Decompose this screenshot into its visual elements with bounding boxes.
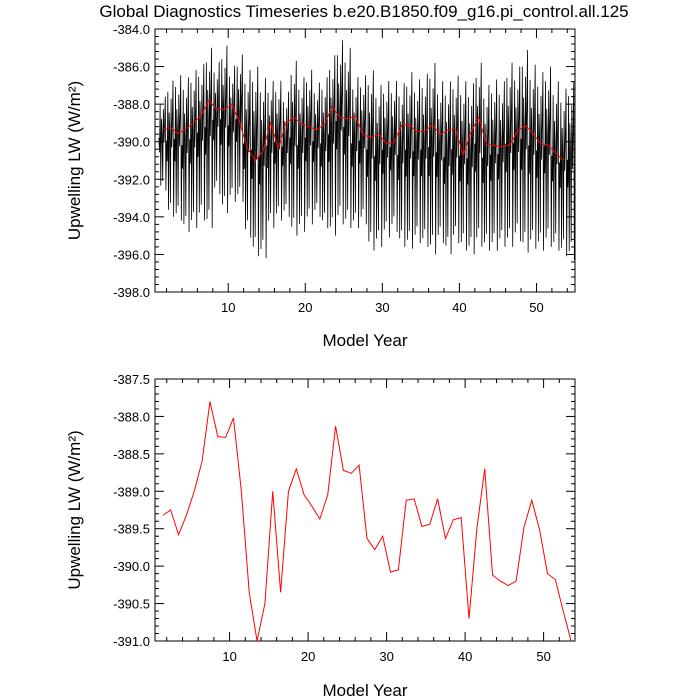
x-tick-label: 40 — [458, 649, 472, 664]
plot-frame — [154, 378, 576, 642]
x-tick-label: 50 — [536, 649, 550, 664]
y-tick-label: -396.0 — [113, 247, 150, 262]
x-tick-label: 30 — [375, 300, 389, 315]
y-tick-label: -390.0 — [113, 559, 150, 574]
y-tick-label: -388.5 — [113, 447, 150, 462]
y-tick-label: -384.0 — [113, 22, 150, 37]
x-axis-label: Model Year — [322, 331, 407, 350]
y-tick-label: -388.0 — [113, 97, 150, 112]
y-tick-label: -394.0 — [113, 210, 150, 225]
x-tick-label: 20 — [301, 649, 315, 664]
y-tick-label: -389.0 — [113, 484, 150, 499]
y-tick-label: -387.5 — [113, 372, 150, 387]
y-tick-label: -386.0 — [113, 60, 150, 75]
x-tick-label: 30 — [379, 649, 393, 664]
x-tick-label: 40 — [452, 300, 466, 315]
y-tick-label: -389.5 — [113, 522, 150, 537]
x-tick-label: 10 — [222, 649, 236, 664]
chart-panel-2: 10 20 30 40 50 -391.0 -390.5 -390.0 -389.5 -389.0… — [65, 372, 576, 700]
y-axis-label: Upwelling LW (W/m²) — [65, 430, 84, 589]
plot-frame — [154, 28, 576, 293]
chart-panel-1: 10 20 30 40 50 -398.0 -396.0 -394.0 -392.0 -390.0… — [65, 22, 576, 350]
y-tick-label: -390.0 — [113, 135, 150, 150]
monthly-series-line — [158, 40, 575, 261]
x-axis-label: Model Year — [322, 681, 407, 700]
annual-mean-series-line — [162, 99, 564, 162]
x-tick-label: 10 — [221, 300, 235, 315]
y-tick-label: -388.0 — [113, 409, 150, 424]
y-axis-label: Upwelling LW (W/m²) — [65, 81, 84, 240]
chart-title: Global Diagnostics Timeseries b.e20.B185… — [99, 2, 628, 21]
y-tick-label: -390.5 — [113, 597, 150, 612]
y-tick-label: -391.0 — [113, 634, 150, 649]
y-tick-label: -398.0 — [113, 285, 150, 300]
annual-mean-series-line — [162, 401, 572, 641]
x-tick-label: 50 — [529, 300, 543, 315]
y-tick-label: -392.0 — [113, 172, 150, 187]
x-tick-label: 20 — [298, 300, 312, 315]
